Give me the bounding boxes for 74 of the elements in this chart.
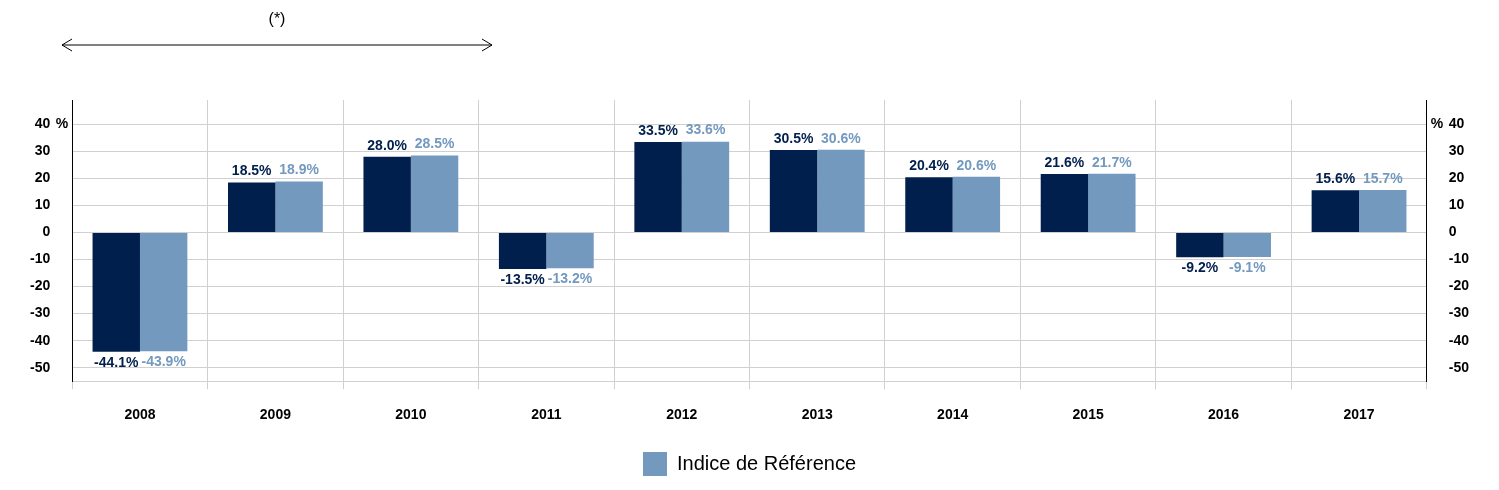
bar — [817, 149, 865, 232]
y2-tick-label: 40 — [1448, 115, 1465, 132]
x-tick-label: 2012 — [666, 406, 698, 423]
bar — [546, 232, 594, 269]
x-tick-label: 2013 — [801, 406, 834, 423]
text: 15.6% — [1315, 170, 1356, 187]
bar — [681, 141, 730, 232]
text: 28.0% — [367, 136, 408, 153]
bar — [1311, 190, 1360, 232]
y-tick-label: 20 — [34, 169, 51, 186]
y2-tick-label: 30 — [1448, 142, 1465, 159]
text: (*) — [268, 10, 286, 28]
y2-tick-label: 0 — [1448, 223, 1457, 240]
y-tick-label: 0 — [42, 223, 51, 240]
text: 30.5% — [773, 129, 814, 146]
y2-tick-label: 10 — [1448, 196, 1465, 213]
bar — [634, 141, 682, 232]
text: -9.2% — [1181, 259, 1219, 276]
text: -44.1% — [94, 353, 139, 370]
y2-tick-label: -30 — [1448, 304, 1470, 321]
text: -9.1% — [1229, 258, 1266, 275]
text: 30.6% — [821, 129, 861, 146]
text: -43.9% — [141, 353, 186, 370]
text: 33.5% — [638, 121, 678, 138]
y-tick-label: 10 — [34, 196, 51, 213]
y-tick-label: -20 — [30, 277, 51, 294]
bar — [498, 232, 547, 269]
y2-axis-title: % — [1430, 115, 1444, 132]
bar — [952, 176, 1001, 232]
text: 20.6% — [956, 156, 997, 173]
bar — [905, 177, 953, 232]
text: -13.2% — [547, 270, 593, 287]
bar — [1088, 173, 1136, 232]
text: 20.4% — [909, 157, 949, 174]
y2-tick-label: -10 — [1448, 250, 1470, 267]
bar — [228, 182, 276, 232]
y-tick-label: -50 — [30, 358, 51, 375]
x-tick-label: 2015 — [1072, 406, 1104, 423]
bar — [92, 232, 140, 352]
bar — [363, 156, 411, 232]
y-tick-label: 40 — [34, 115, 51, 132]
bar — [275, 181, 323, 232]
x-tick-label: 2014 — [937, 406, 969, 423]
text: 18.9% — [279, 161, 319, 178]
legend-label: Indice de Référence — [677, 451, 857, 474]
y-tick-label: -10 — [30, 250, 51, 267]
y2-tick-label: -50 — [1448, 358, 1470, 375]
bar — [1176, 232, 1224, 258]
text: 21.7% — [1091, 153, 1132, 170]
y-tick-label: 30 — [34, 142, 51, 159]
y-tick-label: -30 — [30, 304, 51, 321]
bar — [1223, 232, 1271, 258]
text: 15.7% — [1362, 169, 1403, 186]
text: 18.5% — [231, 162, 272, 179]
y2-tick-label: -20 — [1448, 277, 1470, 294]
text: 28.5% — [414, 135, 455, 152]
bar — [1359, 190, 1407, 232]
text: 33.6% — [685, 121, 726, 138]
text: 21.6% — [1044, 153, 1085, 170]
bar — [1040, 174, 1089, 232]
y2-tick-label: 20 — [1448, 169, 1465, 186]
x-tick-label: 2011 — [531, 406, 562, 423]
bar — [769, 150, 818, 232]
bar — [410, 155, 459, 232]
bar — [139, 232, 188, 352]
x-tick-label: 2010 — [395, 406, 427, 423]
x-tick-label: 2017 — [1343, 406, 1375, 423]
x-tick-label: 2016 — [1208, 406, 1240, 423]
y-axis-title: % — [55, 115, 69, 132]
y-tick-label: -40 — [30, 331, 51, 348]
y2-tick-label: -40 — [1448, 331, 1470, 348]
x-tick-label: 2008 — [124, 406, 156, 423]
x-tick-label: 2009 — [259, 406, 292, 423]
text: -13.5% — [500, 270, 545, 287]
